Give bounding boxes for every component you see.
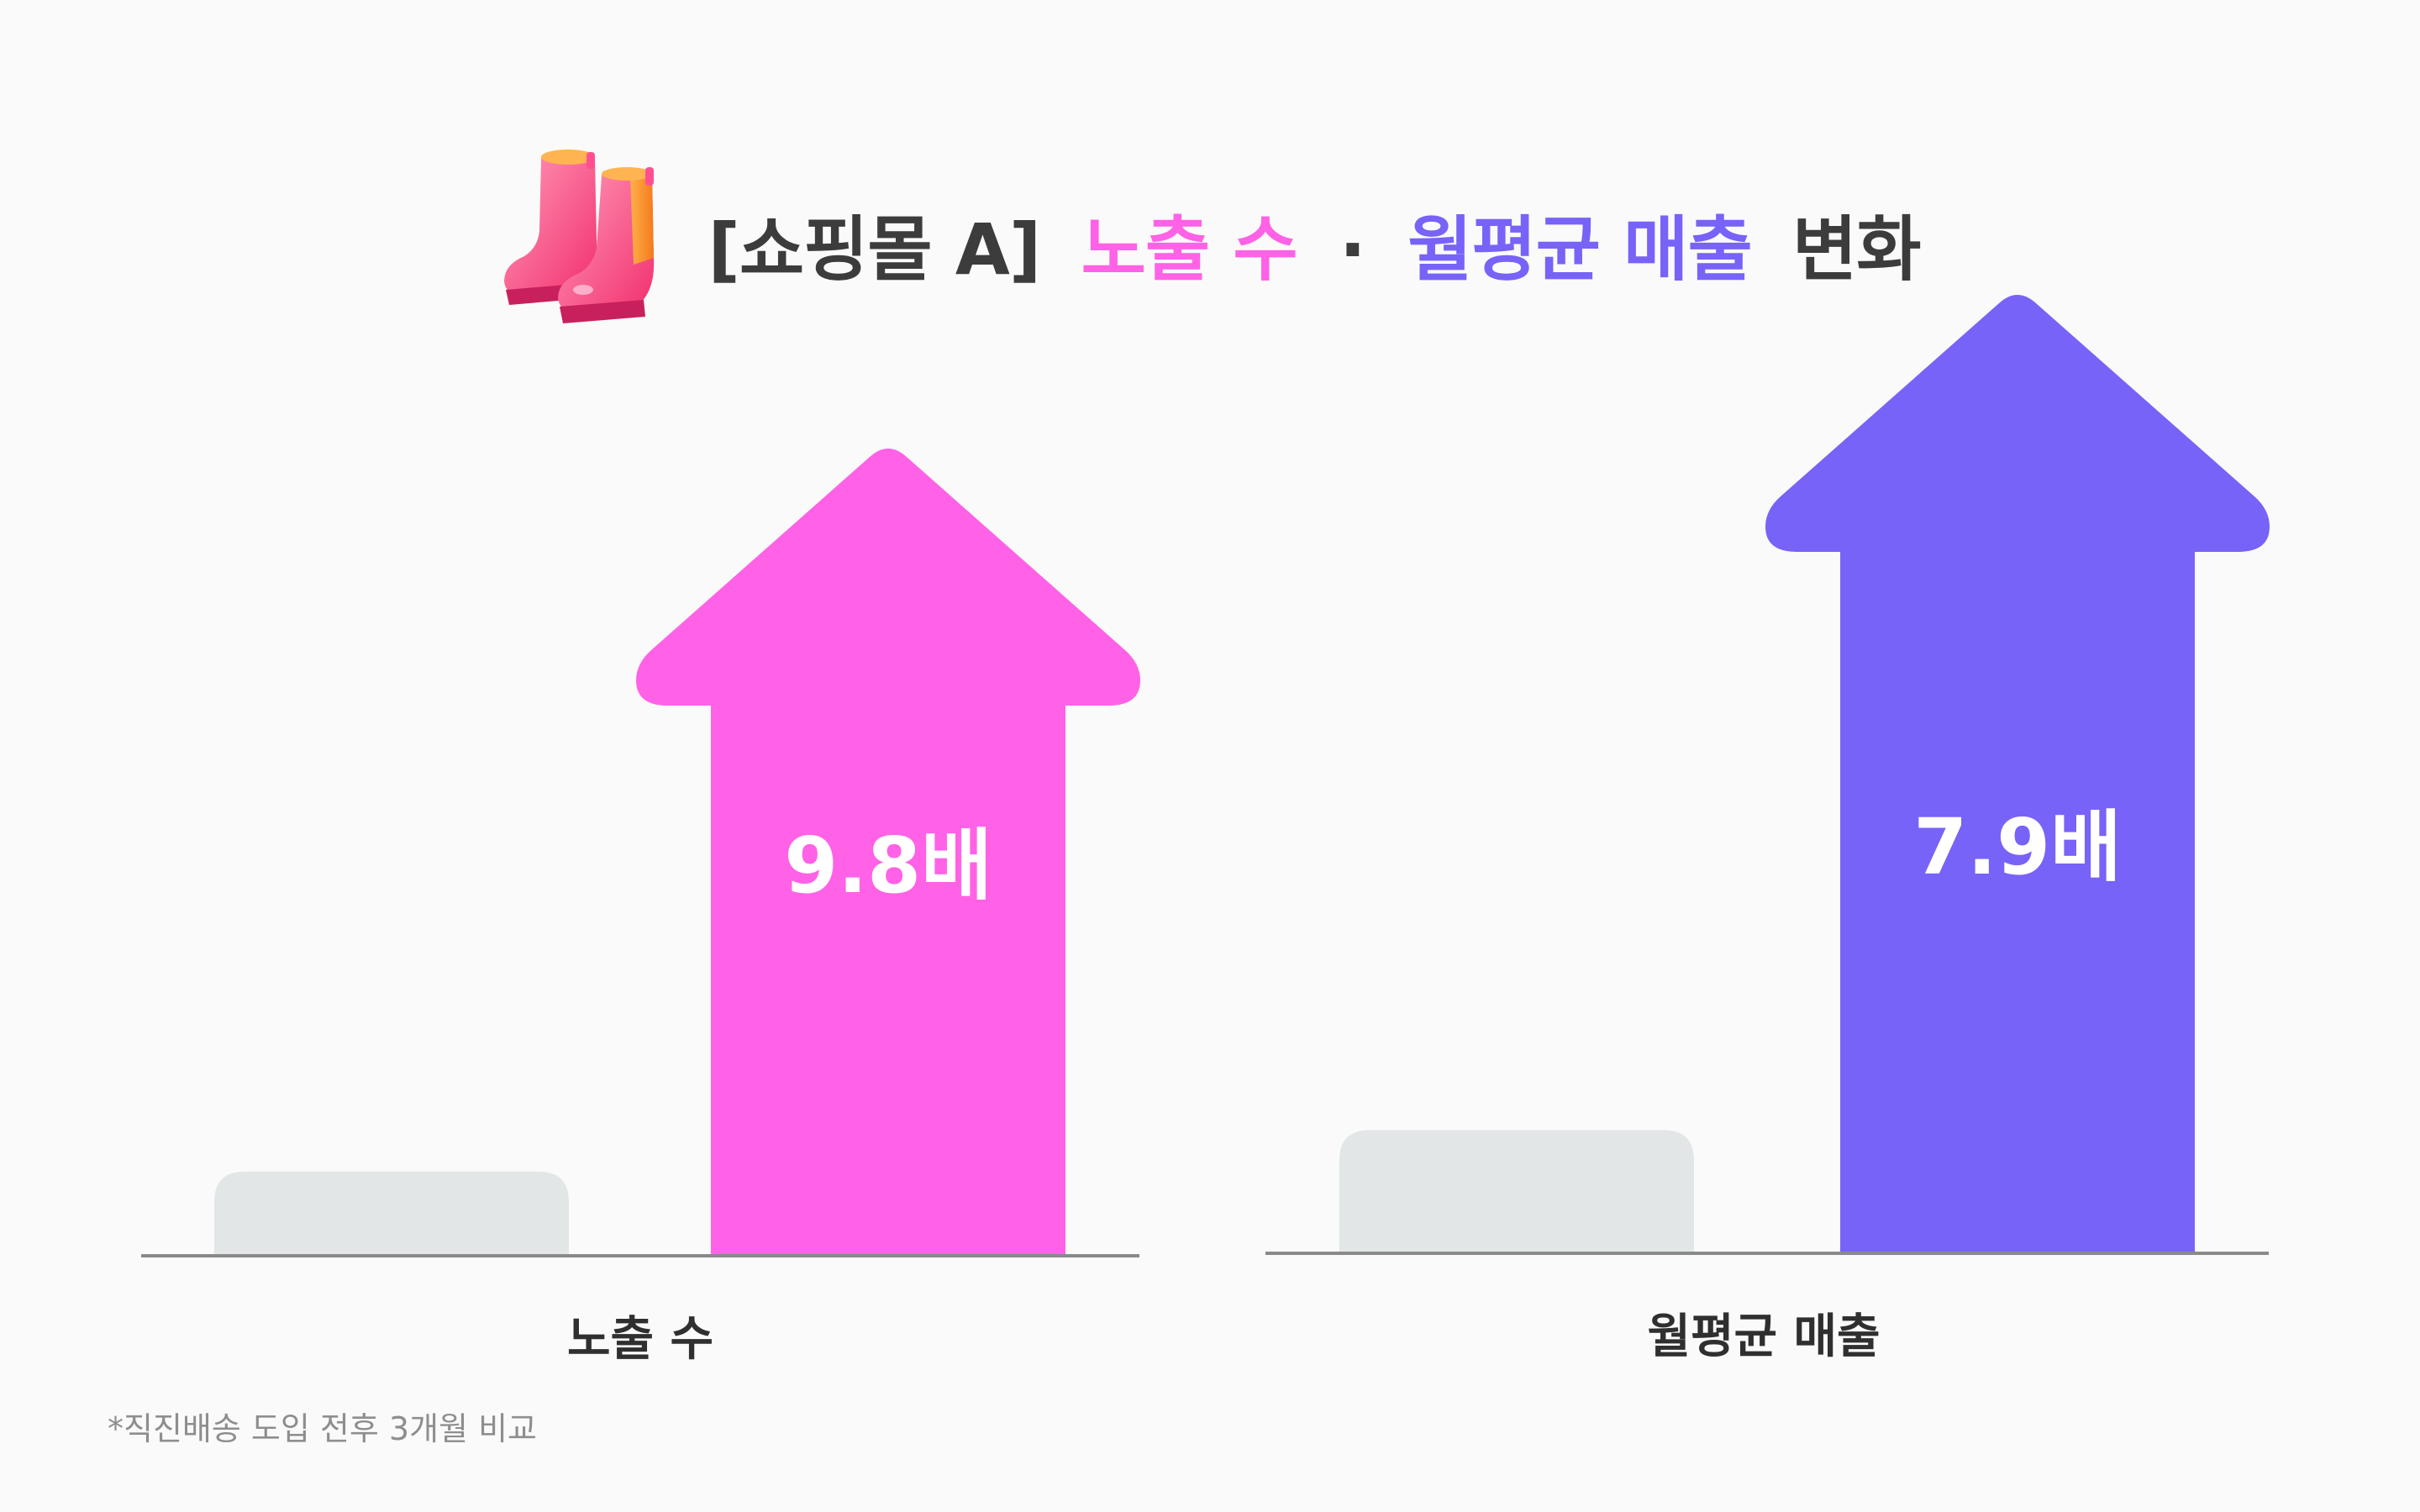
before-bar-impressions xyxy=(214,1171,569,1254)
title-prefix: [쇼핑몰 A] xyxy=(708,207,1041,291)
category-label-impressions: 노출 수 xyxy=(567,1312,713,1367)
before-bar-revenue xyxy=(1339,1130,1694,1252)
value-label-impressions: 9.8배 xyxy=(784,821,992,911)
value-label-revenue: 7.9배 xyxy=(1913,802,2122,892)
category-label-revenue: 월평균 매출 xyxy=(1647,1310,1880,1364)
after-arrow-revenue xyxy=(1765,295,2270,1252)
title-suffix: 변화 xyxy=(1792,207,1922,291)
chart-title: [쇼핑몰 A] 노출 수 · 월평균 매출 변화 xyxy=(0,147,2420,340)
title-highlight-revenue: 월평균 매출 xyxy=(1407,207,1753,291)
title-highlight-impressions: 노출 수 xyxy=(1081,207,1298,291)
title-separator: · xyxy=(1339,207,1366,291)
footnote: *직진배송 도입 전후 3개월 비교 xyxy=(108,1410,538,1447)
rain-boots-icon xyxy=(504,150,655,323)
after-arrow-impressions xyxy=(636,449,1140,1254)
